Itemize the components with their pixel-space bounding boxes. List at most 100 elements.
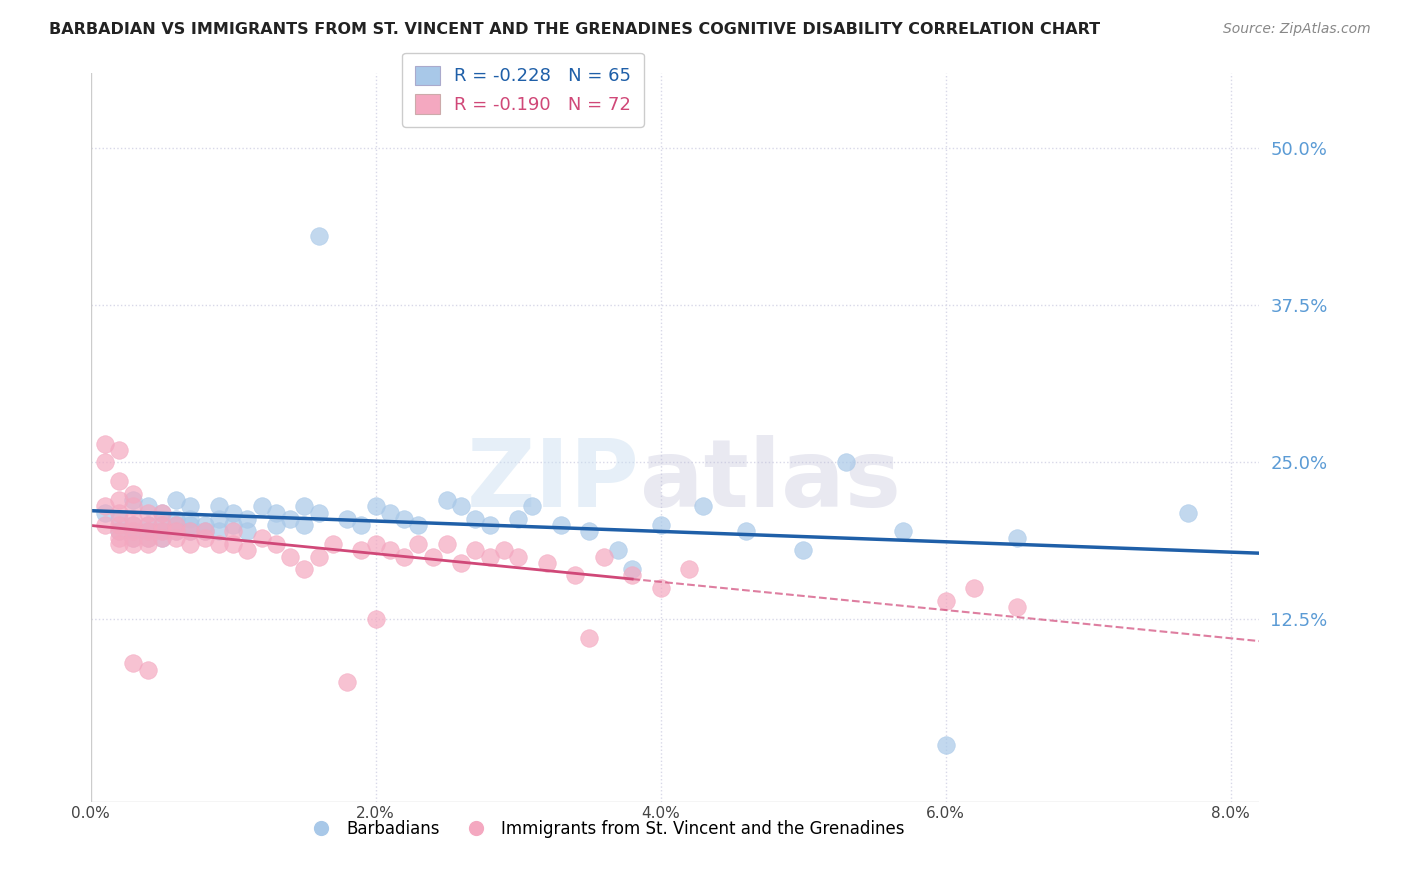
Point <box>94 455 117 469</box>
Point <box>208 500 231 514</box>
Point <box>108 531 131 545</box>
Point <box>122 531 145 545</box>
Point <box>621 568 644 582</box>
Point <box>136 524 159 539</box>
Point <box>165 518 187 533</box>
Point <box>792 543 814 558</box>
Point <box>165 518 187 533</box>
Point <box>136 500 159 514</box>
Point <box>522 500 544 514</box>
Point <box>308 229 330 244</box>
Point <box>350 543 373 558</box>
Point <box>564 568 586 582</box>
Point <box>236 512 259 526</box>
Point <box>122 518 145 533</box>
Point <box>450 500 472 514</box>
Point <box>208 537 231 551</box>
Point <box>122 512 145 526</box>
Point <box>264 537 287 551</box>
Point <box>108 493 131 508</box>
Point <box>408 518 430 533</box>
Point <box>550 518 572 533</box>
Point <box>136 537 159 551</box>
Point <box>292 500 315 514</box>
Point <box>678 562 700 576</box>
Point <box>194 524 217 539</box>
Point <box>165 493 187 508</box>
Point <box>222 537 245 551</box>
Point <box>108 537 131 551</box>
Point <box>208 524 231 539</box>
Point <box>378 506 401 520</box>
Point <box>364 612 387 626</box>
Point <box>108 524 131 539</box>
Point <box>250 531 273 545</box>
Point <box>179 512 201 526</box>
Point <box>350 518 373 533</box>
Point <box>150 531 173 545</box>
Point <box>150 506 173 520</box>
Point <box>122 537 145 551</box>
Point <box>891 524 914 539</box>
Point <box>650 518 672 533</box>
Point <box>422 549 444 564</box>
Point <box>150 518 173 533</box>
Point <box>94 436 117 450</box>
Point <box>536 556 558 570</box>
Point <box>136 531 159 545</box>
Point <box>122 524 145 539</box>
Point <box>122 657 145 671</box>
Point <box>1005 531 1028 545</box>
Point <box>692 500 714 514</box>
Point <box>935 593 957 607</box>
Point <box>108 512 131 526</box>
Point <box>492 543 515 558</box>
Point <box>136 531 159 545</box>
Point <box>136 506 159 520</box>
Point <box>122 518 145 533</box>
Point <box>436 493 458 508</box>
Point <box>963 581 986 595</box>
Point <box>292 518 315 533</box>
Point <box>108 518 131 533</box>
Point <box>464 512 486 526</box>
Point <box>222 524 245 539</box>
Point <box>136 518 159 533</box>
Point <box>165 524 187 539</box>
Point <box>436 537 458 551</box>
Point <box>378 543 401 558</box>
Point <box>408 537 430 551</box>
Point <box>264 518 287 533</box>
Point <box>308 549 330 564</box>
Point <box>650 581 672 595</box>
Point <box>222 518 245 533</box>
Point <box>236 543 259 558</box>
Point <box>150 518 173 533</box>
Point <box>278 512 301 526</box>
Point <box>621 562 644 576</box>
Point <box>179 524 201 539</box>
Text: atlas: atlas <box>640 435 901 527</box>
Point <box>108 524 131 539</box>
Text: Source: ZipAtlas.com: Source: ZipAtlas.com <box>1223 22 1371 37</box>
Point <box>179 500 201 514</box>
Point <box>364 500 387 514</box>
Point <box>136 518 159 533</box>
Point <box>264 506 287 520</box>
Point <box>122 524 145 539</box>
Point <box>122 493 145 508</box>
Point <box>108 442 131 457</box>
Point <box>336 675 359 690</box>
Point <box>478 549 501 564</box>
Point <box>450 556 472 570</box>
Point <box>165 531 187 545</box>
Point <box>94 518 117 533</box>
Point <box>336 512 359 526</box>
Point <box>194 518 217 533</box>
Point <box>165 524 187 539</box>
Point <box>94 506 117 520</box>
Point <box>236 524 259 539</box>
Point <box>150 524 173 539</box>
Point <box>392 512 415 526</box>
Point <box>1005 599 1028 614</box>
